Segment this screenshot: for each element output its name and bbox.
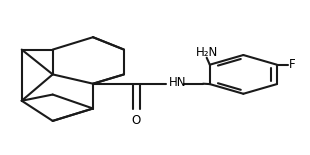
- Text: O: O: [132, 114, 141, 127]
- Text: F: F: [289, 58, 296, 71]
- Text: H₂N: H₂N: [196, 46, 218, 59]
- Text: HN: HN: [169, 76, 186, 89]
